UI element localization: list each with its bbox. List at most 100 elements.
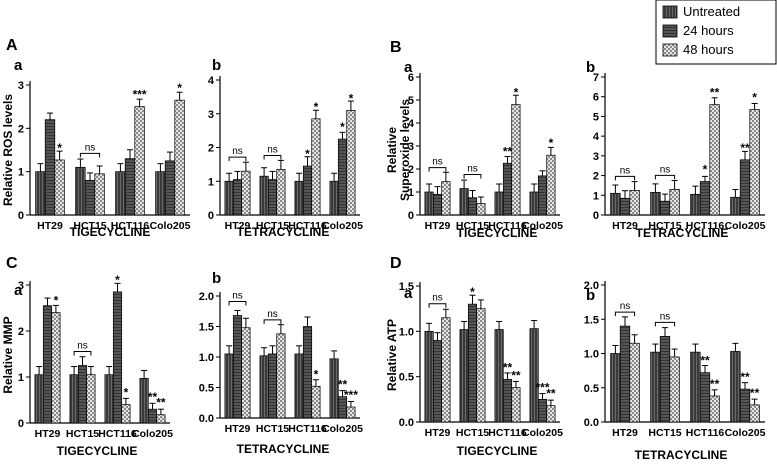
- x-tick-label-ab: HCT116: [288, 220, 327, 232]
- bar-untreated-hct15: [459, 188, 469, 216]
- significance-mark-cb: **: [338, 378, 348, 392]
- y-tick-label-bb: 3: [593, 151, 599, 163]
- y-tick-label-da: 0.0: [399, 417, 414, 429]
- bar-untreated-ht29: [34, 374, 44, 424]
- ns-bracket-aa: [79, 152, 101, 158]
- bar-48h-hct116: [311, 385, 321, 419]
- subplot-letter-aa: a: [14, 57, 23, 74]
- drug-label-c-tet: TETRACYCLINE: [237, 442, 330, 456]
- legend-swatch-48h: [662, 43, 678, 57]
- legend: Untreated 24 hours 48 hours: [655, 0, 777, 65]
- significance-mark-db: **: [740, 370, 750, 384]
- significance-mark-ba: **: [503, 144, 513, 158]
- bar-untreated-hct15: [650, 351, 661, 423]
- ns-label-cb: ns: [267, 309, 278, 320]
- ns-label-ab: ns: [267, 144, 278, 155]
- x-tick-label-ca: HCT15: [66, 428, 99, 440]
- y-tick-label-aa: 0: [18, 210, 24, 222]
- bar-24h-colo205: [537, 175, 548, 216]
- significance-mark-cb: ***: [344, 388, 358, 402]
- subplot-letter-ab: b: [212, 57, 221, 74]
- y-tick-label-cb: 2.0: [199, 291, 214, 303]
- chart-da: a Relative ATP 0.0 0.5 1.0 1.5 HT29 HCT15 HCT116…: [385, 281, 563, 439]
- bar-24h-hct15: [467, 303, 478, 423]
- drug-label-d-tig: TIGECYCLINE: [457, 444, 538, 458]
- bar-untreated-hct15: [259, 175, 269, 216]
- bar-48h-ht29: [54, 159, 65, 216]
- y-tick-label-cb: 1.5: [199, 322, 214, 334]
- bar-untreated-hct116: [104, 374, 114, 424]
- y-axis-label-aa: Relative ROS levels: [1, 94, 15, 206]
- significance-mark-da: **: [546, 387, 556, 401]
- drug-label-c-tig: TIGECYCLINE: [57, 444, 138, 458]
- bar-48h-ht29: [241, 170, 251, 216]
- ns-bracket-db: [614, 311, 636, 317]
- bar-48h-hct116: [709, 104, 720, 216]
- ns-label-bb: ns: [620, 165, 631, 176]
- x-tick-label-aa: Colo205: [150, 220, 191, 232]
- bar-48h-hct15: [276, 169, 286, 216]
- y-tick-label-bb: 0: [593, 210, 599, 222]
- significance-mark-da: **: [503, 360, 513, 374]
- significance-mark-ca: **: [148, 390, 158, 404]
- significance-mark-ca: *: [115, 273, 120, 287]
- ns-bracket-ba: [428, 167, 447, 172]
- legend-label-24h: 24 hours: [683, 23, 734, 38]
- bar-untreated-ht29: [610, 192, 621, 216]
- x-tick-label-da: HT29: [425, 427, 451, 439]
- subplot-letter-bb: b: [586, 59, 595, 76]
- y-tick-label-db: 1.0: [584, 349, 599, 361]
- legend-label-48h: 48 hours: [683, 42, 734, 57]
- ns-bracket-bb: [654, 174, 676, 180]
- significance-mark-bb: **: [710, 86, 720, 100]
- y-tick-label-ba: 4: [408, 118, 415, 130]
- x-tick-label-ca: HT29: [35, 428, 61, 440]
- bar-24h-hct116: [302, 326, 313, 419]
- x-tick-label-db: HT29: [612, 427, 638, 439]
- x-tick-label-ba: HCT116: [488, 220, 527, 232]
- bar-48h-ht29: [629, 342, 640, 423]
- bar-24h-hct116: [112, 291, 123, 424]
- bar-untreated-hct15: [459, 329, 469, 423]
- x-tick-label-cb: HCT116: [288, 423, 327, 435]
- x-tick-label-aa: HT29: [37, 220, 63, 232]
- y-tick-label-bb: 6: [593, 92, 599, 104]
- y-tick-label-ab: 1: [208, 176, 214, 188]
- bar-48h-colo205: [156, 414, 166, 424]
- ns-label-ba: ns: [467, 164, 478, 175]
- y-tick-label-ba: 5: [408, 95, 414, 107]
- bar-24h-hct116: [699, 181, 711, 216]
- ns-bracket-cb: [263, 319, 282, 324]
- bar-24h-hct116: [699, 372, 711, 423]
- significance-mark-bb: *: [752, 91, 757, 105]
- x-tick-label-db: Colo205: [725, 427, 766, 439]
- x-tick-label-ab: HCT15: [256, 220, 289, 232]
- y-tick-label-ca: 1: [18, 372, 24, 384]
- ns-label-ca: ns: [77, 341, 88, 352]
- y-tick-label-ca: 3: [18, 280, 24, 292]
- bar-48h-hct116: [311, 118, 321, 216]
- y-tick-label-bb: 5: [593, 111, 599, 123]
- bar-untreated-colo205: [730, 196, 741, 216]
- y-tick-label-da: 1.0: [399, 326, 414, 338]
- subplot-letter-ca: a: [14, 282, 23, 299]
- bar-24h-colo205: [147, 408, 158, 424]
- bar-48h-colo205: [346, 406, 356, 419]
- y-tick-label-aa: 1: [18, 167, 24, 179]
- y-tick-label-ca: 0: [18, 418, 24, 430]
- bar-48h-colo205: [174, 99, 185, 216]
- significance-mark-da: ***: [535, 380, 549, 394]
- bar-untreated-ht29: [610, 353, 621, 423]
- significance-mark-db: **: [750, 386, 760, 400]
- x-tick-label-bb: HCT116: [686, 220, 725, 232]
- x-tick-label-ca: Colo205: [132, 428, 173, 440]
- bar-48h-colo205: [546, 405, 556, 423]
- significance-mark-aa: *: [57, 141, 62, 155]
- chart-db: b 0.0 0.5 1.0 1.5 2.0 HT29 HCT15 HCT116 Colo205 **…: [584, 280, 766, 439]
- bar-24h-ht29: [432, 340, 443, 423]
- x-tick-label-cb: Colo205: [322, 423, 363, 435]
- y-tick-label-ba: 3: [408, 141, 414, 153]
